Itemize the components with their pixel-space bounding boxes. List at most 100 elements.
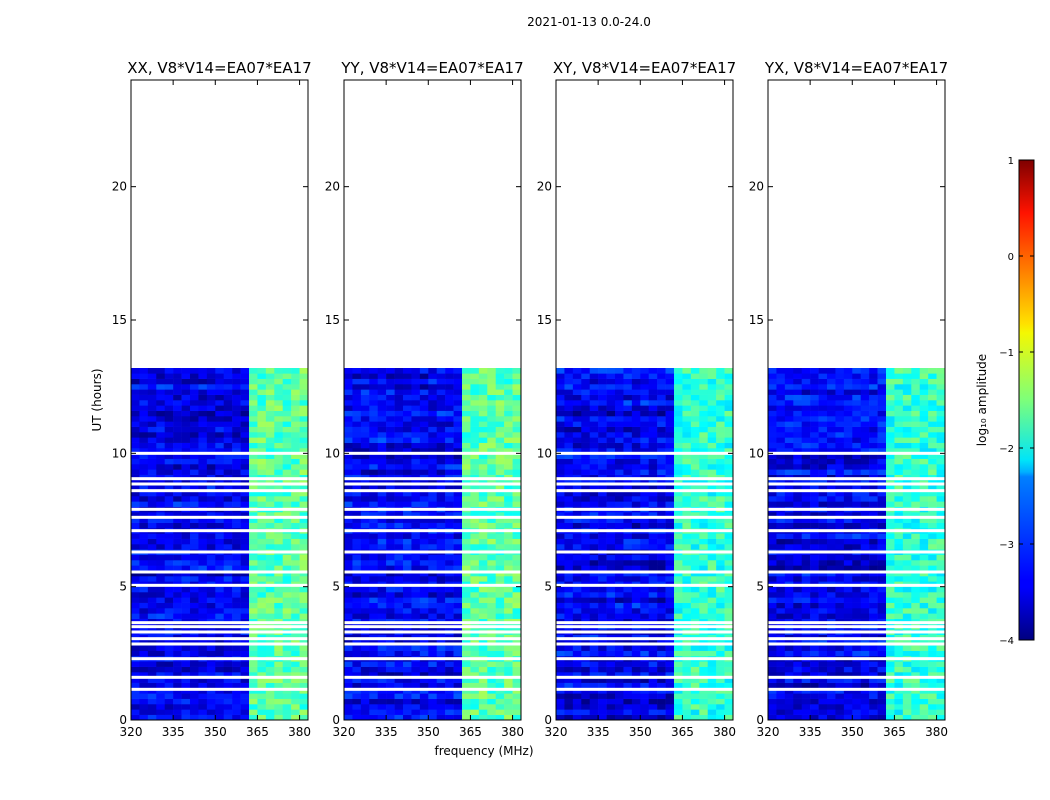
heatmap-cell xyxy=(690,677,700,683)
heatmap-cell xyxy=(462,496,471,502)
heatmap-cell xyxy=(911,586,921,593)
heatmap-cell xyxy=(648,533,658,539)
heatmap-cell xyxy=(504,533,513,539)
heatmap-cell xyxy=(631,586,641,593)
heatmap-cell xyxy=(352,645,362,651)
heatmap-cell xyxy=(139,490,149,497)
heatmap-cell xyxy=(470,384,480,390)
heatmap-cell xyxy=(206,522,216,529)
heatmap-cell xyxy=(419,490,429,497)
heatmap-cell xyxy=(504,709,513,715)
heatmap-cell xyxy=(403,405,412,411)
heatmap-cell xyxy=(299,442,309,449)
heatmap-cell xyxy=(291,512,300,518)
heatmap-cell xyxy=(419,661,429,667)
heatmap-cell xyxy=(369,394,379,401)
heatmap-cell xyxy=(768,698,777,705)
heatmap-cell xyxy=(495,608,505,614)
heatmap-cell xyxy=(215,677,225,683)
heatmap-cell xyxy=(445,666,454,673)
heatmap-cell xyxy=(564,672,574,678)
heatmap-cell xyxy=(589,394,599,401)
heatmap-cell xyxy=(181,421,191,427)
heatmap-cell xyxy=(369,410,379,417)
heatmap-cell xyxy=(173,458,182,465)
heatmap-cell xyxy=(478,400,488,406)
heatmap-cell xyxy=(428,517,438,523)
heatmap-cell xyxy=(674,576,683,582)
heatmap-cell xyxy=(190,565,199,571)
heatmap-cell xyxy=(181,693,191,699)
heatmap-cell xyxy=(827,650,836,657)
heatmap-cell xyxy=(147,576,157,582)
heatmap-cell xyxy=(453,400,463,406)
heatmap-cell xyxy=(640,453,650,459)
heatmap-cell xyxy=(352,490,362,497)
heatmap-cell xyxy=(682,560,692,566)
heatmap-cell xyxy=(164,586,174,593)
heatmap-cell xyxy=(894,672,904,678)
heatmap-cell xyxy=(147,453,157,459)
heatmap-cell xyxy=(299,384,309,390)
heatmap-cell xyxy=(894,645,904,651)
heatmap-cell xyxy=(249,437,258,443)
heatmap-cell xyxy=(164,597,174,603)
heatmap-cell xyxy=(877,709,887,715)
heatmap-cell xyxy=(657,709,666,715)
heatmap-cell xyxy=(589,645,599,651)
heatmap-cell xyxy=(623,410,633,417)
heatmap-cell xyxy=(470,416,480,422)
heatmap-cell xyxy=(911,661,921,667)
heatmap-cell xyxy=(487,645,497,651)
heatmap-cell xyxy=(249,416,258,422)
heatmap-cell xyxy=(436,602,446,609)
heatmap-cell xyxy=(377,469,387,475)
heatmap-cell xyxy=(877,565,887,571)
heatmap-cell xyxy=(716,389,725,395)
heatmap-cell xyxy=(598,661,607,667)
heatmap-cell xyxy=(445,373,454,379)
heatmap-cell xyxy=(615,496,624,502)
heatmap-cell xyxy=(581,442,591,449)
heatmap-cell xyxy=(556,442,565,449)
heatmap-cell xyxy=(801,565,811,571)
heatmap-cell xyxy=(801,698,811,705)
heatmap-cell xyxy=(181,538,191,545)
heatmap-cell xyxy=(572,442,582,449)
heatmap-cell xyxy=(564,400,574,406)
heatmap-cell xyxy=(206,400,216,406)
heatmap-cell xyxy=(240,677,250,683)
heatmap-cell xyxy=(291,368,300,374)
heatmap-cell xyxy=(181,592,191,598)
heatmap-cell xyxy=(131,592,140,598)
heatmap-cell xyxy=(572,458,582,465)
heatmap-cell xyxy=(487,661,497,667)
heatmap-cell xyxy=(291,565,300,571)
heatmap-cell xyxy=(436,565,446,571)
heatmap-cell xyxy=(386,373,395,379)
heatmap-cell xyxy=(564,682,574,689)
heatmap-cell xyxy=(665,560,675,566)
heatmap-cell xyxy=(724,698,734,705)
heatmap-cell xyxy=(240,469,250,475)
heatmap-cell xyxy=(445,693,454,699)
heatmap-cell xyxy=(215,448,225,454)
heatmap-cell xyxy=(707,458,717,465)
heatmap-cell xyxy=(265,693,275,699)
heatmap-cell xyxy=(403,512,412,518)
heatmap-cell xyxy=(411,517,421,523)
heatmap-cell xyxy=(173,666,182,673)
heatmap-cell xyxy=(190,608,199,614)
heatmap-cell xyxy=(564,496,574,502)
heatmap-cell xyxy=(936,698,946,705)
heatmap-cell xyxy=(265,389,275,395)
heatmap-cell xyxy=(699,682,709,689)
heatmap-cell xyxy=(699,464,709,470)
heatmap-cell xyxy=(360,421,370,427)
heatmap-cell xyxy=(403,597,412,603)
heatmap-cell xyxy=(682,682,692,689)
heatmap-cell xyxy=(419,560,429,566)
heatmap-cell xyxy=(436,709,446,715)
heatmap-cell xyxy=(478,698,488,705)
heatmap-cell xyxy=(462,384,471,390)
